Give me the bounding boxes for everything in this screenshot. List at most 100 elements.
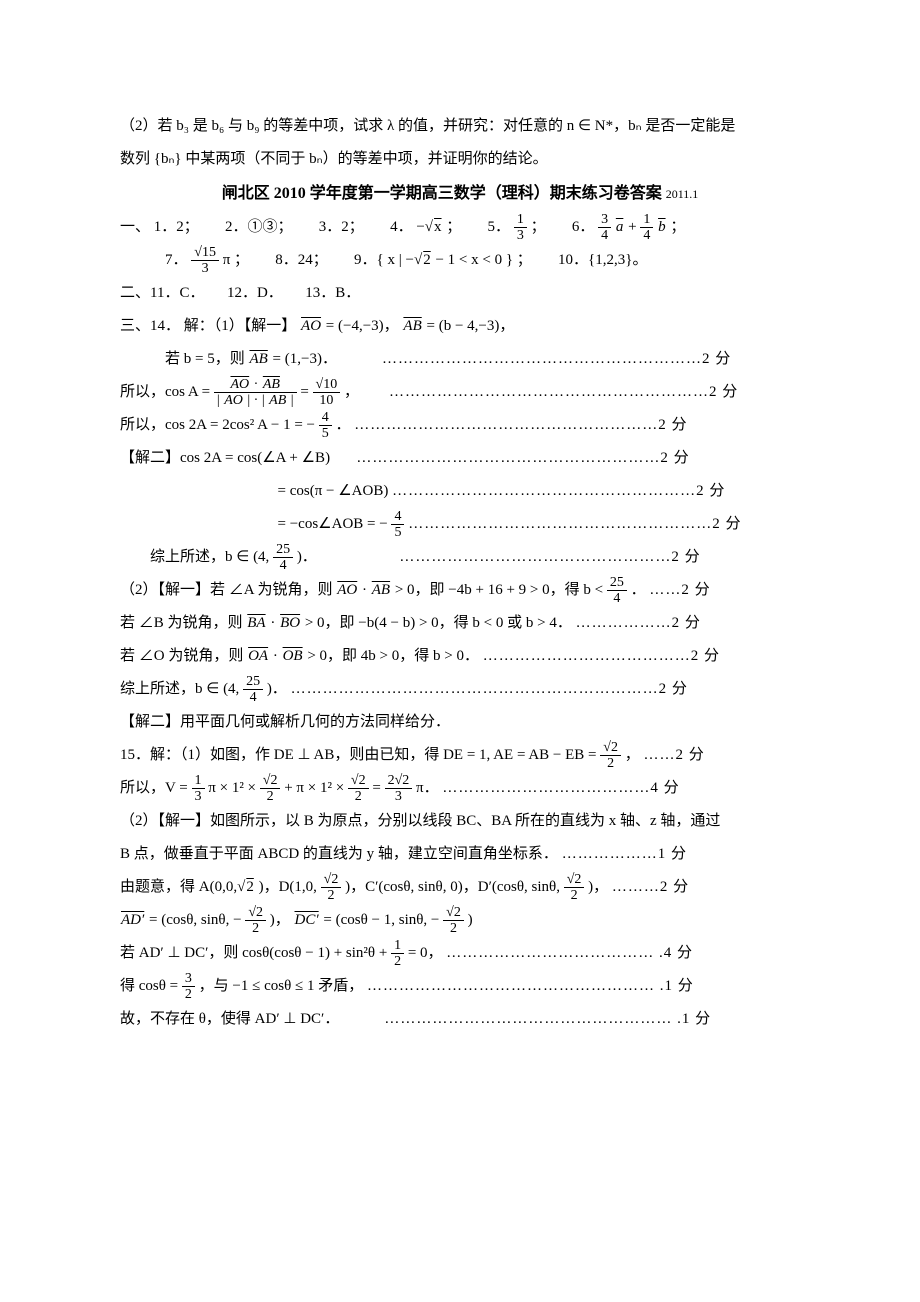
ans-6-v2: b: [657, 219, 667, 235]
q15-l2f3d: 2: [348, 789, 369, 804]
q14-l11dot: ·: [273, 648, 282, 664]
ans-9-pre: 9．{ x | −: [354, 252, 414, 268]
q14-l13: 【解二】用平面几何或解析几何的方法同样给分．: [120, 706, 800, 739]
q15-l5c: )，C′(cosθ, sinθ, 0)，D′(cosθ, sinθ,: [345, 879, 564, 895]
q14-l5: 【解二】cos 2A = cos(∠A + ∠B) ………………………………………: [120, 442, 800, 475]
ans-4-neg: −: [416, 219, 424, 235]
sec3-label: 三、14．: [120, 318, 180, 334]
q15-l2e: π．: [416, 780, 439, 796]
q15-l9: 故，不存在 θ，使得 AD′ ⊥ DC′． …………………………………………………: [120, 1003, 800, 1036]
q14-l2c: = (1,−3)．: [273, 351, 337, 367]
q14-l8d: 4: [273, 558, 293, 573]
q14-l3-num: AO · AB: [214, 377, 297, 393]
ans-4-post: ；: [446, 219, 461, 235]
q14-l4a: 所以，cos 2A = 2cos² A − 1 = −: [120, 417, 315, 433]
q15-l2f2d: 2: [260, 789, 281, 804]
q14-l7d: 5: [391, 525, 404, 540]
sec1-label: 一、: [120, 219, 150, 235]
q14-l6a: = cos(π − ∠AOB): [278, 483, 389, 499]
q15-l5sqrt2a: 2: [245, 879, 255, 895]
q14-l1-ab: AB: [402, 318, 422, 334]
sec1-line2: 7． √153 π ； 8．24； 9．{ x | −√2 − 1 < x < …: [120, 244, 800, 277]
q15-l7fd: 2: [391, 954, 404, 969]
q14-l9d: 4: [607, 591, 627, 606]
q15-l5: 由题意，得 A(0,0,√2 )，D(1,0, √22 )，C′(cosθ, s…: [120, 871, 800, 904]
q14-l8-dots: ……………………………………………2 分: [399, 549, 700, 565]
q15-l6b: )，: [270, 912, 290, 928]
ans-9-post: − 1 < x < 0 } ；: [435, 252, 531, 268]
ans-7-num: √15: [191, 245, 219, 261]
q14-l4dot: ．: [336, 417, 351, 433]
q14-l7-frac: 45: [391, 509, 404, 541]
q14-l12a: 综上所述，b ∈ (4,: [120, 681, 243, 697]
q14-l2-dots: ……………………………………………………2 分: [382, 351, 731, 367]
q15-l4a: B 点，做垂直于平面 ABCD 的直线为 y 轴，建立空间直角坐标系．: [120, 846, 558, 862]
q15-l2f2n: √2: [260, 773, 281, 789]
q14-l9-ab: AB: [371, 582, 391, 598]
q15-l7-f: 12: [391, 938, 404, 970]
q15-l1n: √2: [600, 740, 621, 756]
q14-l8a: 综上所述，b ∈ (4,: [150, 549, 273, 565]
q14-l10dot: ·: [270, 615, 279, 631]
page-title: 闸北区 2010 学年度第一学期高三数学（理科）期末练习卷答案 2011.1: [120, 176, 800, 211]
q14-l11: 若 ∠O 为锐角，则 OA · OB > 0，即 4b > 0，得 b > 0．…: [120, 640, 800, 673]
q14-l3-ab: AB: [262, 377, 281, 392]
q15-l5fd: 2: [321, 888, 342, 903]
q15-l2-f4: 2√23: [385, 773, 413, 805]
q14-l3a: 所以，cos A =: [120, 384, 214, 400]
q14-l9-ao: AO: [336, 582, 358, 598]
title-date: 2011.1: [666, 187, 699, 201]
q15-l7: 若 AD′ ⊥ DC′，则 cosθ(cosθ − 1) + sin²θ + 1…: [120, 937, 800, 970]
ans-6-d2: 4: [640, 228, 653, 243]
q14-l1a: 解：（1）【解一】: [184, 318, 297, 334]
q15-l5b: )，D(1,0,: [259, 879, 317, 895]
q15-l8-f: 32: [182, 971, 195, 1003]
q14-l9-dots: ……2 分: [649, 582, 710, 598]
ans-1: 1．2；: [154, 219, 199, 235]
q14-l4d: 5: [319, 426, 332, 441]
ans-6-pre: 6．: [572, 219, 595, 235]
q15-l6d: ): [468, 912, 473, 928]
ans-6-n1: 3: [598, 212, 611, 228]
ans-2: 2．①③；: [225, 219, 293, 235]
q15-l8: 得 cosθ = 32 ，与 −1 ≤ cosθ ≤ 1 矛盾， ……………………: [120, 970, 800, 1003]
q15-l6-f2: √22: [443, 905, 464, 937]
q15-l8a: 得 cosθ =: [120, 978, 182, 994]
q14-l3-ao: AO: [230, 377, 251, 392]
q15-l1: 15．解：（1）如图，作 DE ⊥ AB，则由已知，得 DE = 1, AE =…: [120, 739, 800, 772]
ans-10: 10．{1,2,3}。: [558, 252, 647, 268]
q15-l8fd: 2: [182, 987, 195, 1002]
q14-l12-dots: ……………………………………………………………2 分: [291, 681, 688, 697]
q14-l3-frac2: √1010: [313, 377, 341, 409]
q15-l6a: = (cosθ, sinθ, −: [149, 912, 242, 928]
q14-l9b: > 0，即 −4b + 16 + 9 > 0，得 b <: [395, 582, 607, 598]
q15-l6-dc: DC′: [294, 912, 320, 928]
ans-5-frac: 13: [514, 212, 527, 244]
q14-l9-frac: 254: [607, 575, 627, 607]
q14-l11a: 若 ∠O 为锐角，则: [120, 648, 247, 664]
q14-l4n: 4: [319, 410, 332, 426]
ans-7-frac: √153: [191, 245, 219, 277]
q14-l6-dots: …………………………………………………2 分: [392, 483, 725, 499]
q15-l5fn: √2: [321, 872, 342, 888]
q14-l3-dots: ……………………………………………………2 分: [389, 384, 738, 400]
q15-l1d: 2: [600, 756, 621, 771]
q14-l12n: 25: [243, 674, 263, 690]
q15-l1-frac: √22: [600, 740, 621, 772]
q15-l6c: = (cosθ − 1, sinθ, −: [323, 912, 439, 928]
ans-8: 8．24；: [275, 252, 328, 268]
q15-l6fd: 2: [245, 921, 266, 936]
ans-7-pre: 7．: [165, 252, 188, 268]
q14-l10-bo: BO: [279, 615, 301, 631]
q15-l1-dots: ……2 分: [643, 747, 704, 763]
q14-l1c: = (−4,−3)，: [326, 318, 399, 334]
q15-l2f1d: 3: [192, 789, 205, 804]
q15-l1a: 15．解：（1）如图，作 DE ⊥ AB，则由已知，得 DE = 1, AE =…: [120, 747, 600, 763]
ans-6-d1: 4: [598, 228, 611, 243]
q14-l1: 三、14． 解：（1）【解一】 AO = (−4,−3)， AB = (b − …: [120, 310, 800, 343]
q14-l7-dots: …………………………………………………2 分: [408, 516, 741, 532]
q14-l3: 所以，cos A = AO · AB | AO | · | AB | = √10…: [120, 376, 800, 409]
q14-l4-dots: …………………………………………………2 分: [354, 417, 687, 433]
q15-l2c: + π × 1² ×: [284, 780, 348, 796]
q14-l3comma: ，: [344, 384, 359, 400]
